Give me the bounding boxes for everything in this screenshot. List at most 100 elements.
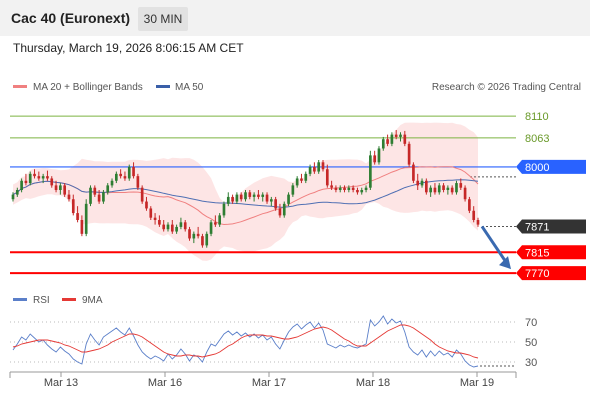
- ma50-legend-swatch: [156, 85, 170, 88]
- candle-body: [416, 180, 420, 186]
- candle-body: [282, 203, 286, 216]
- candle-body: [33, 173, 36, 177]
- candle-body: [291, 185, 295, 195]
- candle-body: [11, 194, 15, 200]
- candle-body: [287, 194, 290, 204]
- x-axis: Mar 13 Mar 16 Mar 17 Mar 18 Mar 19: [9, 371, 517, 389]
- candle-body: [54, 185, 58, 190]
- candle-body: [63, 185, 67, 195]
- rsi-ma-legend-label: 9MA: [82, 295, 103, 306]
- candle-body: [214, 222, 217, 225]
- x-tick-label: Mar 19: [460, 377, 494, 389]
- current-price-label: 7871: [525, 221, 549, 233]
- forecast-arrow: [480, 225, 511, 270]
- candle-body: [369, 155, 372, 188]
- candle-body: [351, 187, 355, 190]
- candle-body: [41, 176, 45, 179]
- candle-body: [235, 194, 239, 202]
- candle-body: [153, 217, 157, 220]
- x-tick-label: Mar 16: [148, 377, 182, 389]
- support-label-7770: 7770: [525, 268, 549, 280]
- rsi-panel: 70 50 30: [10, 315, 537, 369]
- credit-text: Research © 2026 Trading Central: [432, 82, 581, 93]
- candle-body: [334, 187, 338, 190]
- candle-body: [381, 139, 385, 149]
- candle-body: [175, 226, 178, 232]
- candle-body: [149, 208, 153, 218]
- candle-body: [420, 180, 424, 186]
- candle-body: [377, 148, 381, 163]
- candle-body: [252, 194, 256, 197]
- instrument-title: Cac 40 (Euronext): [11, 10, 131, 26]
- candle-body: [226, 196, 230, 204]
- candle-body: [450, 187, 454, 193]
- candle-body: [28, 173, 32, 184]
- candle-body: [455, 183, 458, 193]
- candle-body: [119, 173, 122, 177]
- candle-body: [364, 187, 368, 190]
- rsi-ma-legend-swatch: [62, 298, 76, 301]
- candle-body: [433, 187, 437, 193]
- candle-body: [459, 183, 463, 188]
- candle-body: [300, 178, 303, 181]
- candle-body: [244, 192, 247, 200]
- candle-body: [158, 220, 161, 225]
- candle-body: [222, 203, 226, 216]
- timeframe-badge[interactable]: 30 MIN: [138, 7, 188, 31]
- support-label-7815: 7815: [525, 247, 549, 259]
- candle-body: [338, 187, 342, 190]
- x-tick-label: Mar 17: [252, 377, 286, 389]
- ma20-legend-label: MA 20 + Bollinger Bands: [33, 82, 143, 93]
- candle-body: [295, 178, 299, 186]
- candle-body: [76, 213, 79, 220]
- candle-body: [140, 187, 144, 202]
- candle-body: [123, 176, 127, 179]
- candle-body: [93, 187, 97, 195]
- candle-body: [80, 220, 84, 234]
- candle-body: [403, 134, 407, 144]
- candle-body: [442, 185, 445, 190]
- candle-body: [468, 199, 471, 211]
- candle-body: [257, 194, 260, 197]
- rsi-legend-swatch: [13, 298, 27, 301]
- candle-body: [424, 180, 428, 193]
- candle-body: [308, 166, 312, 174]
- resistance-label-8110: 8110: [525, 111, 549, 123]
- candle-body: [239, 194, 243, 200]
- candle-body: [248, 192, 252, 197]
- candle-body: [347, 187, 351, 190]
- header-bar: Cac 40 (Euronext) 30 MIN: [0, 0, 590, 36]
- support-label-box-7770: [516, 266, 586, 281]
- resistance-label-8063: 8063: [525, 133, 549, 145]
- candle-body: [218, 215, 222, 225]
- pivot-label-box: [516, 159, 586, 174]
- candle-body: [356, 190, 359, 193]
- candle-body: [97, 194, 101, 202]
- candle-body: [231, 196, 234, 202]
- timestamp: Thursday, March 19, 2026 8:06:15 AM CET: [13, 41, 244, 55]
- candle-body: [188, 229, 191, 239]
- candle-body: [162, 224, 166, 230]
- candle-body: [373, 155, 377, 163]
- candle-body: [463, 187, 467, 200]
- rsi-tick-70: 70: [525, 317, 537, 329]
- candle-body: [196, 233, 200, 237]
- candle-body: [46, 176, 49, 179]
- candle-body: [50, 178, 54, 186]
- candle-body: [278, 208, 282, 216]
- candle-body: [412, 164, 415, 181]
- candle-body: [136, 176, 140, 188]
- support-label-box-7815: [516, 245, 586, 260]
- candle-body: [304, 173, 308, 181]
- level-labels: 8110 8063 8000 7871 7815 7770: [516, 111, 586, 281]
- candle-body: [183, 222, 187, 230]
- candle-body: [390, 134, 394, 144]
- candle-body: [269, 199, 273, 202]
- candle-body: [71, 199, 75, 214]
- candle-body: [166, 224, 170, 230]
- candle-body: [132, 166, 135, 177]
- candle-body: [343, 187, 346, 190]
- candle-body: [330, 185, 333, 188]
- x-tick-label: Mar 13: [44, 377, 78, 389]
